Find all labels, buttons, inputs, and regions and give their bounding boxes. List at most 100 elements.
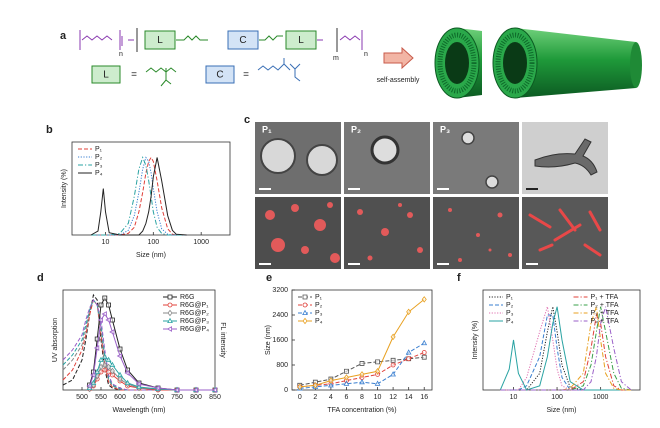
legend-marker [167,302,173,308]
data-point [390,333,396,341]
data-point [405,349,412,355]
x-tick-label: 100 [147,239,159,246]
data-point [343,380,350,386]
legend-label: P₄ [315,318,323,325]
x-tick-label: 12 [389,394,397,401]
legend-label: R6G@P₁ [180,302,209,309]
data-point [106,302,111,308]
data-point [359,361,365,366]
data-point [211,387,217,393]
x-tick-label: 750 [171,394,183,401]
data-point [109,329,115,335]
series-line [500,306,632,391]
data-point [86,383,92,389]
legend-marker [167,309,173,317]
legend-label: P₂ + TFA [591,302,619,309]
data-point [109,361,116,367]
series-line [499,306,632,391]
data-point [106,369,112,375]
x-tick-label: 10 [374,394,382,401]
x-tick-label: 550 [95,394,107,401]
data-point [421,350,427,355]
data-point [117,371,123,377]
block-label: C [216,70,223,81]
data-point [94,368,101,374]
data-point [93,345,100,351]
linker [176,35,208,41]
bracket [79,30,121,50]
x-axis-label: TFA concentration (%) [327,407,396,414]
legend-label: P₄ [506,318,514,325]
legend-marker [302,317,308,325]
data-point [406,356,412,362]
data-point [98,302,104,308]
data-point [406,308,412,316]
subscript: n [119,51,123,58]
y-axis-label: UV absorption [52,318,59,362]
data-point [390,371,396,377]
x-tick-label: 16 [420,394,428,401]
data-point [105,317,111,323]
image-label: P₃ [440,124,450,134]
series-line [91,156,187,236]
y-axis-label: Intensity (%) [472,321,479,360]
data-point [97,317,103,323]
data-point [359,371,365,378]
y-tick-label: 0 [284,387,288,394]
y-axis-label: Size (nm) [265,325,272,355]
data-point [109,367,115,375]
micrograph [433,122,519,194]
legend-marker [167,294,173,300]
block-box [144,30,176,50]
micrograph [433,197,519,269]
legend-marker [167,317,173,323]
legend-label: R6G@P₃ [180,318,209,325]
data-point [124,370,130,376]
block-box [285,30,317,50]
scale-bars [259,188,538,265]
panel-letter: d [37,272,44,284]
x-tick-label: 700 [152,394,164,401]
x-tick-label: 0 [298,394,302,401]
arrow [383,46,414,70]
equals: = [243,70,249,81]
fluorescent-particles [448,208,512,262]
panel-a: a n L C L m n L = C = self-assembly [60,27,642,99]
legend-label: P₃ [315,310,323,317]
data-point [359,378,365,385]
data-point [390,357,396,363]
data-point [312,382,318,389]
tube-image [534,138,598,176]
legend-marker [166,326,172,332]
data-point [375,359,380,365]
series-line [62,293,215,391]
data-point [421,296,427,303]
subscript: m [333,55,339,62]
block-box [205,65,235,84]
panel-letter: e [266,272,272,284]
legend-label: P₂ [315,302,323,309]
data-point [173,387,179,393]
legend-label: P₁ + TFA [591,294,619,301]
data-point [105,356,112,362]
data-point [421,339,428,346]
data-point [297,383,303,391]
x-tick-label: 1000 [593,394,609,401]
x-tick-label: 4 [329,394,333,401]
x-tick-label: 6 [344,394,348,401]
panel-c: c P₁ P₂ P₃ [244,114,608,269]
panel-letter: f [457,272,461,284]
legend-label: P₃ [506,310,514,317]
data-point [106,363,112,371]
legend-label: P₂ [95,154,103,161]
data-point [421,354,427,360]
data-point [109,372,115,378]
chart-d: d Wavelength (nm) UV absorption FL intensit… [37,272,226,414]
fluorescent-tubes [528,208,602,257]
block-label: L [157,35,163,46]
data-point [135,381,141,387]
panel-letter: b [46,124,53,136]
